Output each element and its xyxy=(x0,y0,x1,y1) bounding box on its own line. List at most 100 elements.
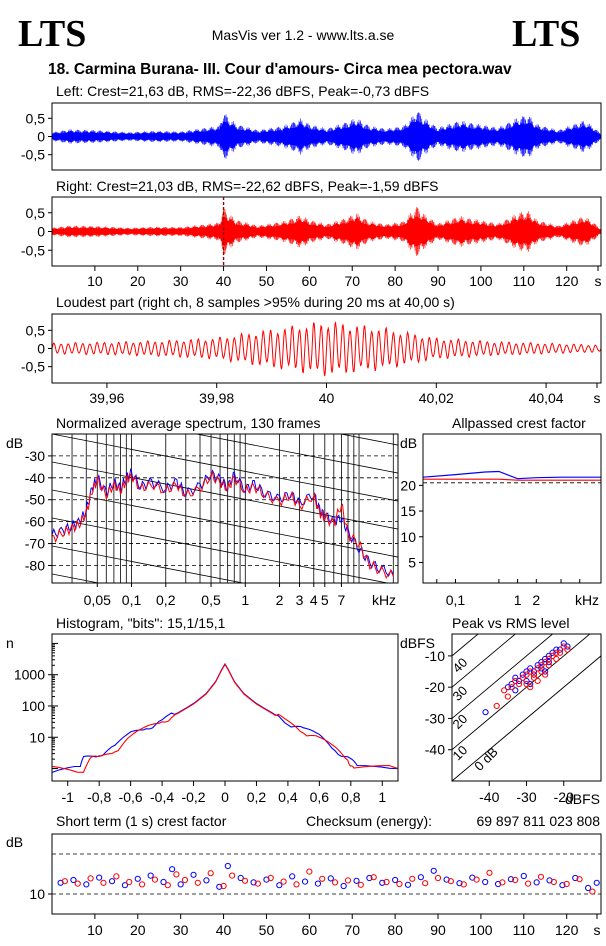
crest-allpass-ytick-label: 5 xyxy=(408,554,416,570)
short-crest-point xyxy=(280,878,287,885)
short-crest-point xyxy=(512,876,519,884)
short-crest-point xyxy=(524,880,532,887)
spectrum-xtick-label: 4 xyxy=(310,592,318,608)
peak-rms-point xyxy=(504,684,511,691)
short-crest-point xyxy=(537,873,545,880)
peak-rms-point xyxy=(527,680,534,688)
histogram-ytick-label: 10 xyxy=(29,729,45,745)
short-crest-point xyxy=(177,881,184,888)
right-channel-xtick-label: 20 xyxy=(130,273,146,289)
spectrum-xtick-label: 0,1 xyxy=(122,592,142,608)
short-crest-title: Short term (1 s) crest factor xyxy=(56,813,227,829)
short-crest-xtick-label: 40 xyxy=(216,922,232,938)
spectrum-xtick-label: 2 xyxy=(276,592,284,608)
spectrum-ytick-label: -70 xyxy=(25,536,45,552)
short-crest-point xyxy=(559,882,566,889)
short-crest-xtick-label: 30 xyxy=(173,922,189,938)
short-crest-point xyxy=(224,862,231,870)
histogram-xtick-label: -0,2 xyxy=(181,789,205,805)
spectrum-xtick-label: 0,5 xyxy=(201,592,221,608)
short-crest-point xyxy=(344,877,352,884)
short-crest-point xyxy=(306,868,313,875)
histogram-xtick-label: -0,4 xyxy=(150,789,174,805)
right-channel-xtick-label: 120 xyxy=(555,273,579,289)
spectrum-frame xyxy=(51,433,399,584)
histogram-plot: 1000 100 10 -1 -0,8 -0,6 -0,4 -0,2 0 0,2 0,4 0,6 0,8… xyxy=(14,633,399,805)
short-crest-xtick-label: 120 xyxy=(555,922,579,938)
short-crest-point xyxy=(434,874,442,882)
crest-allpass-ytick-label: 20 xyxy=(400,477,416,493)
right-channel-xtick-label: 80 xyxy=(387,273,403,289)
short-crest-point xyxy=(173,871,180,878)
left-title: Left: Crest=21,63 dB, RMS=-22,36 dBFS, P… xyxy=(56,83,429,99)
short-crest-ytick-label: 10 xyxy=(29,886,45,902)
short-crest-point xyxy=(507,876,515,883)
short-crest-point xyxy=(572,874,579,882)
spectrum-xtick-label: 0,2 xyxy=(156,592,176,608)
short-crest-point xyxy=(113,873,120,880)
spectrum-xtick-label: 7 xyxy=(338,592,346,608)
crest-allpass-title: Allpassed crest factor xyxy=(452,415,586,431)
peak-rms-point xyxy=(538,662,545,669)
loudest-xtick-label: 40,04 xyxy=(529,390,564,406)
short-crest-point xyxy=(207,870,214,877)
short-crest-frame xyxy=(51,833,602,915)
short-crest-xtick-label: s xyxy=(594,922,601,938)
crest-allpass-ylabel: dB xyxy=(400,435,417,451)
crest-allpass-plot: 20 15 10 5 0,1 1 2 kHz xyxy=(400,433,602,608)
peak-rms-xlabel: dBFS xyxy=(565,791,600,807)
short-crest-point xyxy=(61,878,68,885)
spectrum-slope-line xyxy=(52,489,398,558)
peak-rms-point xyxy=(534,677,541,685)
short-crest-point xyxy=(357,881,364,888)
peak-rms-xtick-label: -40 xyxy=(479,789,499,805)
loudest-title: Loudest part (right ch, 8 samples >95% d… xyxy=(56,294,455,310)
short-crest-point xyxy=(301,878,309,885)
peak-rms-point xyxy=(512,677,519,685)
histogram-ylabel: n xyxy=(6,635,14,651)
right-channel-xtick-label: 30 xyxy=(173,273,189,289)
peak-rms-point xyxy=(545,655,552,663)
peak-rms-crest-line xyxy=(452,634,479,657)
right-channel-xtick-label: s xyxy=(595,273,602,289)
loudest-ytick-label: -0,5 xyxy=(21,359,45,375)
short-crest-xtick-label: 80 xyxy=(387,922,403,938)
short-crest-point xyxy=(392,876,399,884)
short-crest-point xyxy=(74,880,81,887)
peak-rms-point xyxy=(556,646,564,653)
right-channel-xtick-label: 60 xyxy=(302,273,318,289)
histogram-xtick-label: 0 xyxy=(221,789,229,805)
short-crest-point xyxy=(190,871,197,878)
peak-rms-point xyxy=(538,668,545,675)
peak-rms-point xyxy=(508,684,515,691)
spectrum-ytick-label: -30 xyxy=(25,448,45,464)
peak-rms-point xyxy=(542,671,549,678)
right-channel-xtick-label: 10 xyxy=(87,273,103,289)
short-crest-point xyxy=(229,872,236,879)
spectrum-slope-line xyxy=(52,602,398,669)
peak-rms-crest-line xyxy=(452,634,554,720)
short-crest-point xyxy=(237,874,244,882)
short-crest-point xyxy=(379,879,386,886)
peak-rms-point xyxy=(482,709,489,716)
short-crest-xtick-label: 70 xyxy=(344,922,360,938)
peak-rms-crest-label: 20 xyxy=(450,711,471,732)
peak-rms-point xyxy=(564,646,571,653)
peak-rms-point xyxy=(534,665,541,672)
short-crest-point xyxy=(417,874,424,881)
short-crest-point xyxy=(319,875,326,882)
short-crest-point xyxy=(181,876,189,884)
short-crest-point xyxy=(331,879,339,886)
spectrum-slope-line xyxy=(52,545,246,583)
peak-rms-point xyxy=(523,671,530,678)
peak-rms-point xyxy=(560,643,567,650)
checksum-label: Checksum (energy): xyxy=(306,813,432,829)
peak-rms-point xyxy=(538,665,545,672)
peak-rms-point xyxy=(493,702,500,710)
right-channel-xtick-label: 90 xyxy=(430,273,446,289)
short-crest-point xyxy=(203,877,210,884)
right-channel: 0,5 0 -0,5 10 20 30 40 50 60 70 80 90 100 110 120 s xyxy=(21,196,602,289)
peak-rms-point xyxy=(523,668,530,675)
short-crest-point xyxy=(126,878,133,886)
